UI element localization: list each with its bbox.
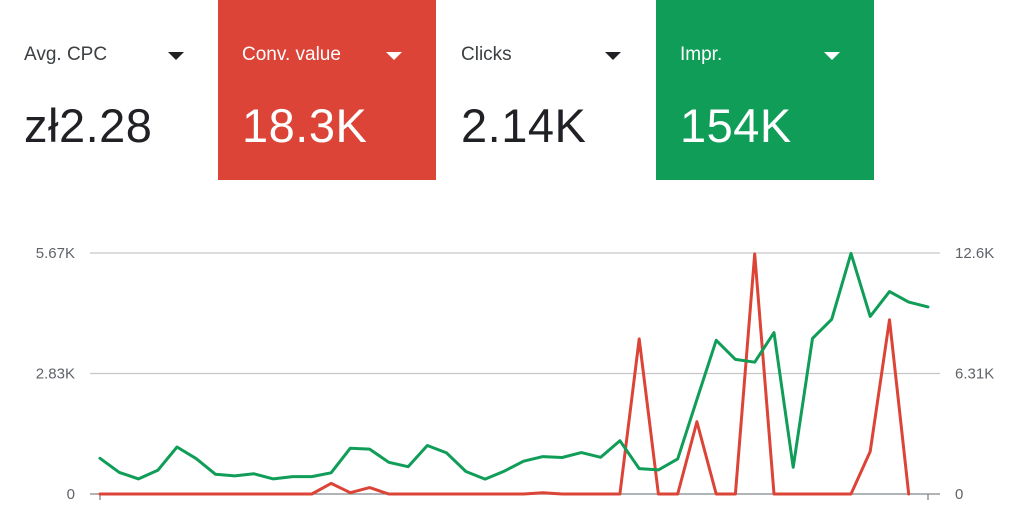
left-axis-tick-label: 2.83K xyxy=(36,366,75,383)
right-axis-tick-label: 0 xyxy=(955,486,963,503)
dropdown-arrow-icon[interactable] xyxy=(605,52,621,60)
right-axis-tick-label: 6.31K xyxy=(955,366,994,383)
metric-card-impressions[interactable]: Impr. 154K xyxy=(656,0,874,180)
metric-card-clicks[interactable]: Clicks 2.14K xyxy=(437,0,655,180)
dropdown-arrow-icon[interactable] xyxy=(824,52,840,60)
dropdown-arrow-icon[interactable] xyxy=(168,52,184,60)
metric-label: Avg. CPC xyxy=(24,44,108,65)
metric-card-avg-cpc[interactable]: Avg. CPC zł2.28 xyxy=(0,0,218,180)
metric-label: Impr. xyxy=(680,44,723,65)
metric-value: 2.14K xyxy=(461,99,587,152)
metric-card-conv-value[interactable]: Conv. value 18.3K xyxy=(218,0,436,180)
metric-label: Clicks xyxy=(461,44,512,65)
metric-label: Conv. value xyxy=(242,44,341,65)
metric-value: zł2.28 xyxy=(24,99,153,152)
metric-card-row: Avg. CPC zł2.28 Conv. value 18.3K Clicks… xyxy=(0,0,1029,180)
dropdown-arrow-icon[interactable] xyxy=(386,52,402,60)
metric-value: 18.3K xyxy=(242,99,368,152)
right-axis-tick-label: 12.6K xyxy=(955,245,994,262)
chart-gridlines xyxy=(90,252,940,495)
chart-series xyxy=(98,251,930,496)
series-line-impressions xyxy=(98,251,930,481)
metric-value: 154K xyxy=(680,99,792,152)
left-axis-tick-label: 5.67K xyxy=(36,245,75,262)
left-axis-tick-label: 0 xyxy=(67,486,75,503)
series-line-conv-value xyxy=(98,252,911,496)
chart-axes: 0 0 2.83K 6.31K 5.67K 12.6K xyxy=(36,245,994,503)
